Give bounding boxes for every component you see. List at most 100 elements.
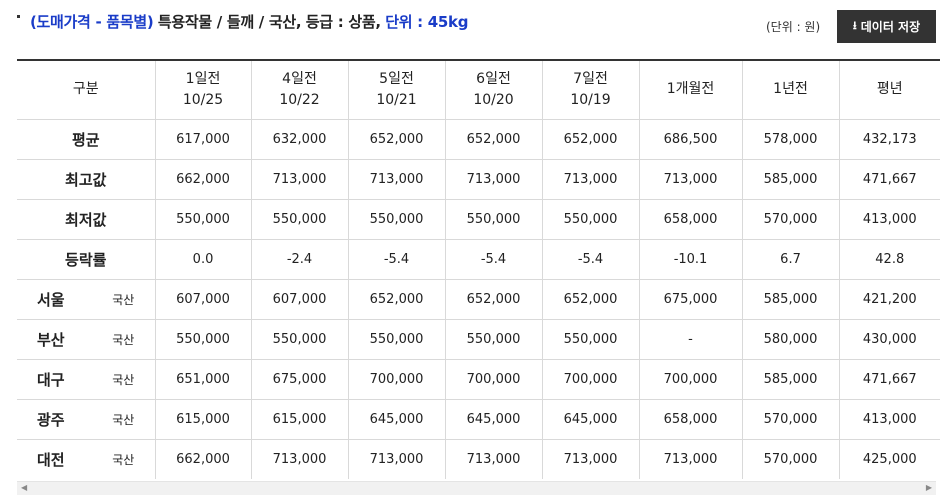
table-cell: 607,000 (155, 279, 252, 320)
table-cell: 652,000 (445, 279, 543, 320)
table-row: 등락률 0.0 -2.4 -5.4 -5.4 -5.4 -10.1 6.7 42.8 (17, 239, 941, 280)
origin-label: 국산 (92, 439, 156, 479)
table-cell: 662,000 (155, 439, 252, 479)
header-col: 5일전 10/21 (348, 59, 446, 120)
table-cell: -5.4 (348, 239, 446, 280)
table-header-row: 구분 1일전 10/25 4일전 10/22 5일전 10/21 6일전 10/20 7… (17, 59, 941, 120)
table-cell: 713,000 (542, 439, 640, 479)
table-cell: 425,000 (839, 439, 941, 479)
city-name: 부산 (17, 319, 92, 360)
table-cell: 713,000 (445, 159, 543, 200)
origin-label: 국산 (92, 319, 156, 360)
price-table-container: 구분 1일전 10/25 4일전 10/22 5일전 10/21 6일전 10/20 7… (17, 59, 947, 479)
table-row: 대전 국산 662,000 713,000 713,000 713,000 713,000 7… (17, 439, 941, 479)
header-col: 1일전 10/25 (155, 59, 252, 120)
table-row: 부산 국산 550,000 550,000 550,000 550,000 550,000-… (17, 319, 941, 360)
title-grade: 등급 : 상품, (305, 13, 381, 31)
table-cell: 432,173 (839, 119, 941, 160)
table-cell: 430,000 (839, 319, 941, 360)
table-cell: 652,000 (348, 279, 446, 320)
header: (도매가격 - 품목별) 특용작물 / 들깨 / 국산, 등급 : 상품, 단위… (0, 0, 947, 56)
row-label: 최고값 (17, 159, 156, 200)
table-cell: 675,000 (251, 359, 349, 400)
table-cell: 570,000 (742, 399, 840, 440)
header-col: 1개월전 (639, 59, 743, 120)
table-cell: 700,000 (542, 359, 640, 400)
table-cell: -10.1 (639, 239, 743, 280)
table-cell: -5.4 (445, 239, 543, 280)
table-row: 최고값 662,000 713,000 713,000 713,000 713,000 71… (17, 159, 941, 200)
header-col: 1년전 (742, 59, 840, 120)
table-cell: 617,000 (155, 119, 252, 160)
table-cell: 700,000 (445, 359, 543, 400)
page-title: (도매가격 - 품목별) 특용작물 / 들깨 / 국산, 등급 : 상품, 단위… (30, 11, 468, 32)
table-cell: 585,000 (742, 359, 840, 400)
table-cell: 652,000 (542, 119, 640, 160)
table-cell: 652,000 (542, 279, 640, 320)
table-cell: 550,000 (542, 319, 640, 360)
table-cell: 662,000 (155, 159, 252, 200)
table-cell: 713,000 (348, 439, 446, 479)
origin-label: 국산 (92, 399, 156, 440)
table-row: 평균 617,000 632,000 652,000 652,000 652,000 686… (17, 119, 941, 160)
table-cell: 686,500 (639, 119, 743, 160)
table-row: 최저값 550,000 550,000 550,000 550,000 550,000 65… (17, 199, 941, 240)
table-cell: 578,000 (742, 119, 840, 160)
table-cell: 585,000 (742, 159, 840, 200)
table-cell: 713,000 (445, 439, 543, 479)
row-label: 평균 (17, 119, 156, 160)
table-cell: 550,000 (251, 199, 349, 240)
bullet-icon (17, 15, 20, 18)
horizontal-scrollbar[interactable]: ◀ ▶ (17, 481, 936, 495)
table-cell: 658,000 (639, 399, 743, 440)
table-cell: 632,000 (251, 119, 349, 160)
scroll-right-arrow-icon[interactable]: ▶ (925, 483, 932, 492)
title-unit: 단위 : 45kg (385, 13, 469, 31)
table-cell: 645,000 (542, 399, 640, 440)
unit-label: (단위 : 원) (766, 20, 821, 34)
origin-label: 국산 (92, 359, 156, 400)
header-col: 평년 (839, 59, 941, 120)
table-cell: 713,000 (639, 439, 743, 479)
table-cell: 713,000 (251, 439, 349, 479)
data-save-label: 데이터 저장 (860, 20, 921, 34)
table-cell: 550,000 (155, 199, 252, 240)
table-cell: 607,000 (251, 279, 349, 320)
table-cell: 0.0 (155, 239, 252, 280)
table-row: 광주 국산 615,000 615,000 645,000 645,000 645,000 6… (17, 399, 941, 440)
table-cell: 651,000 (155, 359, 252, 400)
header-col: 6일전 10/20 (445, 59, 543, 120)
table-cell: 645,000 (348, 399, 446, 440)
header-col: 7일전 10/19 (542, 59, 640, 120)
row-label: 최저값 (17, 199, 156, 240)
table-cell: -2.4 (251, 239, 349, 280)
title-category: (도매가격 - 품목별) (30, 13, 154, 31)
price-table: 구분 1일전 10/25 4일전 10/22 5일전 10/21 6일전 10/20 7… (17, 59, 941, 479)
table-cell: 645,000 (445, 399, 543, 440)
table-cell: 6.7 (742, 239, 840, 280)
city-name: 대구 (17, 359, 92, 400)
table-cell: 700,000 (639, 359, 743, 400)
table-cell: 550,000 (251, 319, 349, 360)
header-col: 4일전 10/22 (251, 59, 349, 120)
table-cell: 713,000 (348, 159, 446, 200)
table-cell: 700,000 (348, 359, 446, 400)
scroll-left-arrow-icon[interactable]: ◀ (21, 483, 28, 492)
table-row: 대구 국산 651,000 675,000 700,000 700,000 700,000 7… (17, 359, 941, 400)
table-cell: 550,000 (348, 319, 446, 360)
table-cell: 713,000 (251, 159, 349, 200)
data-save-button[interactable]: ⭳ 데이터 저장 (837, 10, 936, 43)
table-cell: 471,667 (839, 159, 941, 200)
scrollbar-thumb[interactable] (33, 485, 893, 492)
table-cell: 421,200 (839, 279, 941, 320)
header-category: 구분 (17, 59, 156, 120)
row-label: 등락률 (17, 239, 156, 280)
table-cell: - (639, 319, 743, 360)
table-cell: 550,000 (155, 319, 252, 360)
table-cell: 713,000 (639, 159, 743, 200)
table-cell: 413,000 (839, 199, 941, 240)
table-cell: 585,000 (742, 279, 840, 320)
table-cell: 42.8 (839, 239, 941, 280)
table-cell: 413,000 (839, 399, 941, 440)
table-cell: 652,000 (348, 119, 446, 160)
